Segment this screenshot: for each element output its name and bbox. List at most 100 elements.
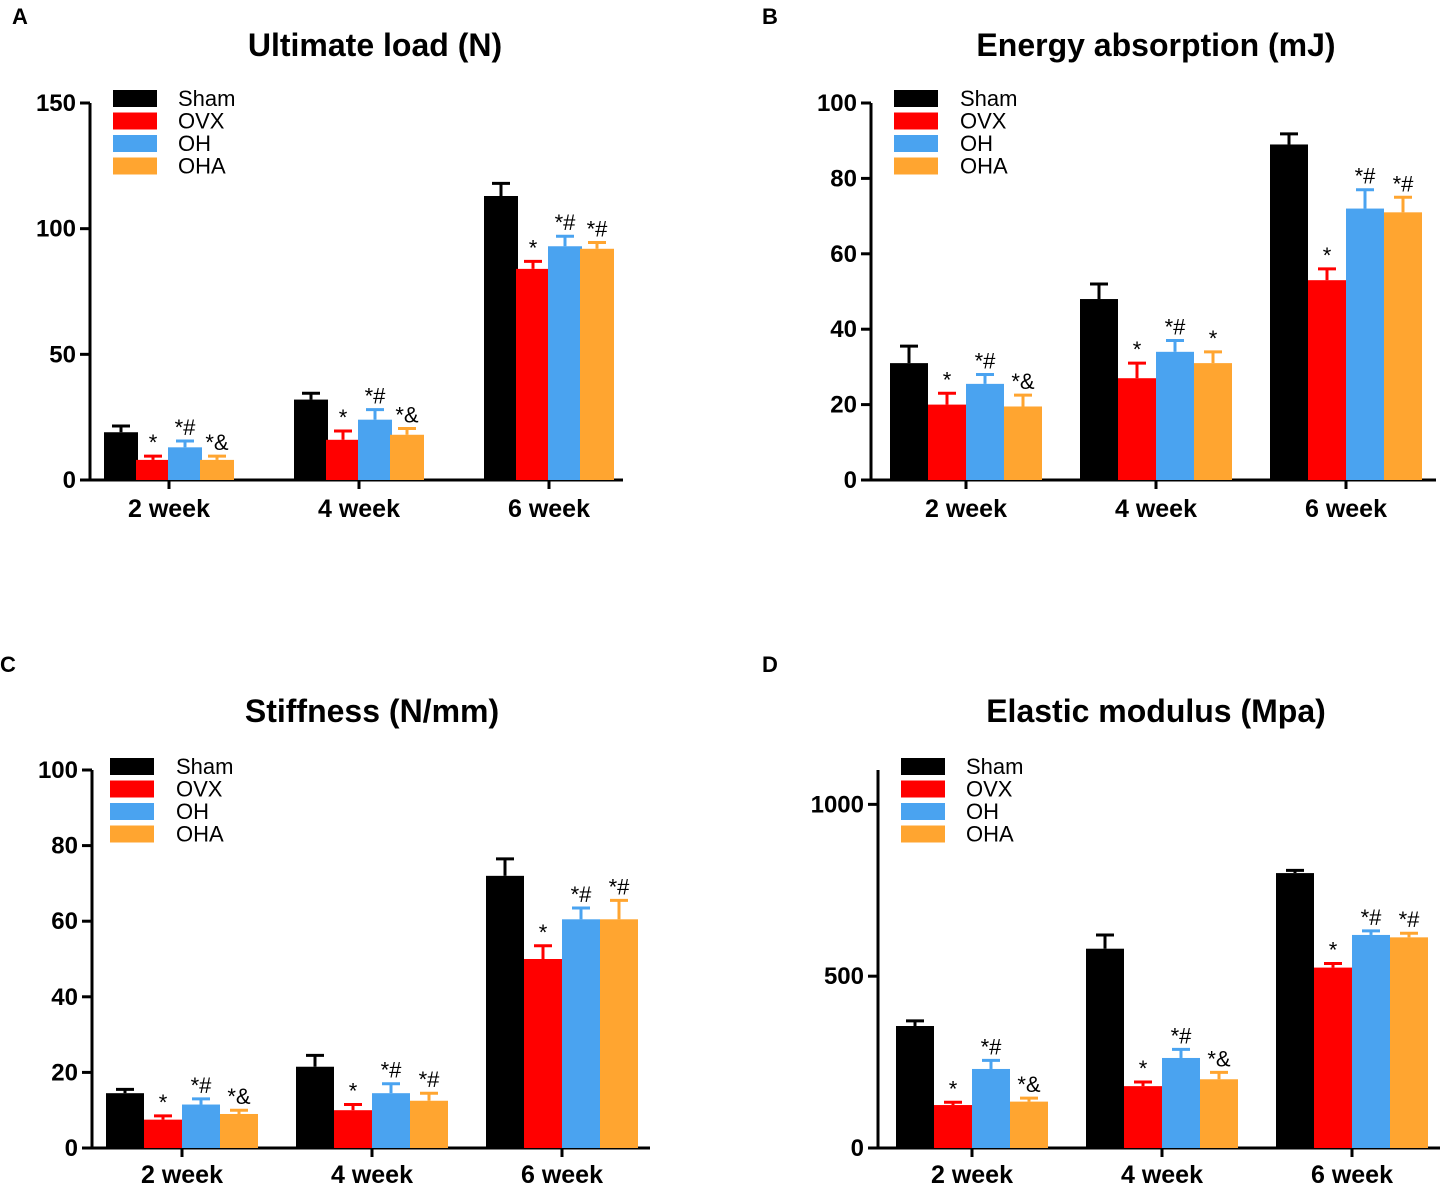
significance-marker: *# bbox=[419, 1067, 441, 1092]
bar-ovx bbox=[1118, 378, 1156, 480]
y-tick-label: 150 bbox=[36, 90, 76, 117]
bar-ovx bbox=[524, 959, 562, 1148]
significance-marker: * bbox=[149, 430, 158, 455]
legend-label: Sham bbox=[178, 86, 235, 111]
x-category-label: 6 week bbox=[521, 1161, 603, 1184]
significance-marker: * bbox=[539, 920, 548, 945]
bar-ovx bbox=[326, 439, 360, 480]
significance-marker: *# bbox=[587, 216, 609, 241]
chart-title: Energy absorption (mJ) bbox=[976, 27, 1335, 63]
y-tick-label: 0 bbox=[851, 1135, 864, 1162]
legend-label: OVX bbox=[960, 109, 1007, 134]
bar-oh bbox=[1346, 208, 1384, 480]
significance-marker: * bbox=[1323, 243, 1332, 268]
legend-swatch-oh bbox=[894, 135, 938, 152]
y-tick-label: 20 bbox=[830, 392, 857, 419]
significance-marker: *& bbox=[227, 1084, 251, 1109]
bar-oh bbox=[972, 1068, 1010, 1148]
y-tick-label: 80 bbox=[830, 165, 857, 192]
significance-marker: *# bbox=[191, 1073, 213, 1098]
bar-oha bbox=[390, 434, 424, 480]
legend-label: OHA bbox=[960, 154, 1008, 179]
chart-panel-c: C Stiffness (N/mm) 0 20 40 60 80 100 2 week * *# *&… bbox=[0, 652, 650, 1184]
significance-marker: *& bbox=[205, 430, 229, 455]
legend-swatch-sham bbox=[110, 758, 154, 775]
bar-oha bbox=[200, 459, 234, 480]
significance-marker: * bbox=[949, 1076, 958, 1101]
chart-panel-a: A Ultimate load (N) 0 50 100 150 2 week * *# *& 4 … bbox=[12, 4, 623, 523]
bar-oha bbox=[1004, 406, 1042, 480]
bar-oh bbox=[966, 383, 1004, 480]
significance-marker: *# bbox=[609, 874, 631, 899]
legend-swatch-sham bbox=[894, 90, 938, 107]
significance-marker: *# bbox=[1171, 1023, 1193, 1048]
panel-label: C bbox=[0, 652, 16, 677]
significance-marker: *& bbox=[395, 402, 419, 427]
x-category-label: 4 week bbox=[1121, 1161, 1203, 1184]
bar-ovx bbox=[928, 404, 966, 480]
panel-label: B bbox=[762, 4, 778, 29]
y-tick-label: 100 bbox=[817, 90, 857, 117]
y-tick-label: 100 bbox=[38, 757, 78, 784]
bar-oha bbox=[1194, 363, 1232, 480]
legend-label: Sham bbox=[960, 86, 1017, 111]
legend-swatch-ovx bbox=[901, 780, 945, 798]
x-category-label: 4 week bbox=[331, 1161, 413, 1184]
bar-oh bbox=[168, 447, 202, 480]
bar-ovx bbox=[334, 1110, 372, 1148]
significance-marker: * bbox=[529, 235, 538, 260]
significance-marker: *# bbox=[975, 348, 997, 373]
bar-sham bbox=[104, 432, 138, 480]
bar-oh bbox=[1156, 351, 1194, 480]
bar-sham bbox=[896, 1026, 934, 1148]
legend-swatch-ovx bbox=[110, 780, 154, 798]
significance-marker: *& bbox=[1207, 1046, 1231, 1071]
bar-oha bbox=[1200, 1079, 1238, 1148]
bar-sham bbox=[486, 875, 524, 1148]
bar-ovx bbox=[144, 1119, 182, 1148]
significance-marker: *# bbox=[1393, 171, 1415, 196]
bar-oha bbox=[580, 248, 614, 480]
legend-label: OHA bbox=[178, 154, 226, 179]
bar-oh bbox=[548, 246, 582, 480]
x-category-label: 4 week bbox=[1115, 495, 1197, 523]
y-tick-label: 1000 bbox=[811, 791, 864, 818]
y-tick-label: 0 bbox=[65, 1135, 78, 1162]
significance-marker: *# bbox=[1355, 164, 1377, 189]
significance-marker: *# bbox=[381, 1058, 403, 1083]
bar-ovx bbox=[1308, 280, 1346, 480]
y-tick-label: 0 bbox=[844, 467, 857, 494]
bar-ovx bbox=[1314, 967, 1352, 1148]
legend-label: Sham bbox=[176, 754, 233, 779]
significance-marker: * bbox=[1329, 937, 1338, 962]
bar-ovx bbox=[136, 459, 170, 480]
legend-swatch-oha bbox=[901, 825, 945, 843]
bar-sham bbox=[1080, 299, 1118, 480]
bar-oha bbox=[410, 1100, 448, 1148]
x-category-label: 2 week bbox=[141, 1161, 223, 1184]
bar-ovx bbox=[934, 1105, 972, 1148]
legend-swatch-oh bbox=[113, 135, 157, 152]
bar-oha bbox=[1390, 937, 1428, 1148]
bar-sham bbox=[1276, 873, 1314, 1148]
x-category-label: 4 week bbox=[318, 495, 400, 523]
significance-marker: *# bbox=[1361, 905, 1383, 930]
bar-oh bbox=[1162, 1057, 1200, 1148]
x-category-label: 2 week bbox=[925, 495, 1007, 523]
legend-swatch-sham bbox=[901, 758, 945, 775]
x-category-label: 2 week bbox=[128, 495, 210, 523]
y-tick-label: 40 bbox=[51, 984, 78, 1011]
significance-marker: *# bbox=[981, 1034, 1003, 1059]
bar-sham bbox=[484, 195, 518, 480]
significance-marker: * bbox=[1139, 1056, 1148, 1081]
bar-oh bbox=[182, 1104, 220, 1148]
panel-label: A bbox=[12, 4, 28, 29]
x-category-label: 2 week bbox=[931, 1161, 1013, 1184]
chart-title: Stiffness (N/mm) bbox=[245, 693, 499, 729]
significance-marker: *& bbox=[1011, 369, 1035, 394]
x-category-label: 6 week bbox=[508, 495, 590, 523]
bar-sham bbox=[1086, 948, 1124, 1148]
significance-marker: *# bbox=[555, 210, 577, 235]
x-category-label: 6 week bbox=[1305, 495, 1387, 523]
